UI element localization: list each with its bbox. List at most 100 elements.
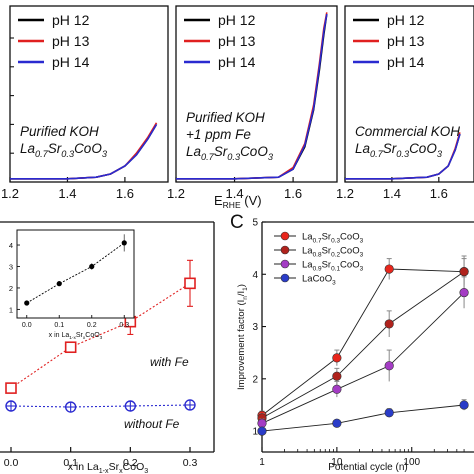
series-label-without-fe: without Fe [124,417,180,431]
series-label-with-fe: with Fe [150,355,189,369]
x-tick-label: 1.4 [226,186,244,201]
y-tick-label: 5 [252,218,258,229]
legend-label: LaCoO3 [302,274,336,287]
series-line [261,292,465,424]
legend-swatch-marker [280,245,290,255]
inset-x-tick-label: 0.3 [119,322,129,329]
series-line [261,404,465,432]
panel-c-letter: C [230,212,244,233]
y-tick-label: 3 [252,322,258,333]
shared-xlabel: ERHE (V) [214,193,262,210]
inset-x-tick-label: 0.1 [54,322,64,329]
legend-label: pH 13 [387,33,425,49]
series-line [10,282,191,389]
inset-data-point [56,281,62,287]
x-axis-label: Potential cycle (n) [328,462,407,473]
panel-annotation: La0.7Sr0.3CoO3 [20,141,108,159]
series-line [10,123,158,180]
chart-layer: 1.2 1.4 1.6 pH 12 pH 13 pH 14 Purified KOH La0.… [0,5,474,474]
data-point [459,287,469,298]
x-tick-label: 100 [403,457,420,468]
legend-label: La0.9Sr0.1CoO3 [302,260,364,273]
inset-y-tick-label: 1 [9,305,13,314]
legend-label: pH 12 [52,12,90,28]
inset-data-point [89,263,95,270]
data-point [257,426,267,436]
x-tick-label: 10 [331,457,343,468]
legend-label: pH 13 [52,33,90,49]
data-point [384,264,394,274]
data-point [332,353,342,363]
data-point [332,371,342,381]
inset-y-tick-label: 4 [9,241,13,250]
inset-data-point [121,240,127,246]
legend-label: pH 14 [52,54,90,70]
inset-y-tick-label: 2 [9,284,13,293]
inset-x-tick-label: 0.0 [22,322,32,329]
legend-label: pH 14 [387,54,425,70]
panel-annotation: Purified KOH [20,124,99,139]
panel-annotation: Commercial KOH [355,124,460,139]
x-tick-label: 1 [259,457,265,468]
legend-swatch-marker [280,273,290,283]
inset-data-point [24,300,30,306]
data-point [184,277,196,290]
data-point [459,400,469,410]
x-axis-label: x in La1-xSrxCoO3 [68,461,149,474]
legend-label: pH 14 [218,54,256,70]
x-tick-label: 1.6 [430,186,448,201]
panel-annotation: Purified KOH [186,110,265,125]
data-point [257,418,267,428]
panel-annotation: +1 ppm Fe [186,127,251,142]
series-line [176,13,328,180]
x-tick-label: 1.4 [58,186,76,201]
top-panel-1: 1.2 1.4 1.6 pH 12 pH 13 pH 14 Purified KOH La0.… [1,5,169,201]
panel-annotation: La0.7Sr0.3CoO3 [355,141,443,159]
legend-label: pH 12 [387,12,425,28]
panel-annotation: La0.7Sr0.3CoO3 [186,144,274,162]
inset-x-tick-label: 0.2 [87,322,97,329]
legend-swatch-marker [280,231,290,241]
inset-frame [16,229,135,319]
data-point [384,361,394,371]
x-tick-label: 0.3 [183,457,198,469]
inset-series-line [26,242,125,304]
data-point [459,267,469,277]
x-tick-label: 0.0 [4,457,19,469]
x-tick-label: 1.6 [284,186,302,201]
data-point [384,319,394,329]
y-axis-label: Improvement factor (In/I1) [236,284,249,390]
x-tick-label: 1.2 [1,186,19,201]
series-line [261,271,465,419]
x-tick-label: 0.2 [123,457,138,469]
y-tick-label: 4 [252,270,258,281]
data-point [332,384,342,394]
plot-frame [9,5,169,183]
data-point [64,341,77,354]
x-tick-label: 1.4 [383,186,401,201]
series-line [10,404,191,408]
series-line [345,133,461,180]
y-tick-label: 2 [252,374,258,385]
inset-y-tick-label: 3 [9,262,13,271]
data-point [5,382,17,394]
data-point [332,418,342,428]
plot-frame [175,5,338,183]
legend-label: pH 13 [218,33,256,49]
inset-plot: 1 2 3 4 0.0 0.1 0.2 0.3 x in La1-xSrxCoO3 [9,229,135,341]
plot-frame [344,5,474,183]
legend-swatch-marker [280,259,290,269]
x-tick-label: 1.2 [336,186,354,201]
x-tick-label: 1.2 [167,186,185,201]
bottom-left-panel: 0.0 0.1 0.2 0.3 x in La1-xSrxCoO3 with Fe with… [0,221,215,474]
series-line [261,268,465,416]
legend-label: pH 12 [218,12,256,28]
x-tick-label: 1.6 [116,186,134,201]
y-tick-label: 1 [252,427,258,438]
top-panel-3: 1.2 1.4 1.6 pH 12 pH 13 pH 14 Commercial KOH La… [336,5,474,201]
top-panel-2: 1.2 1.4 1.6 pH 12 pH 13 pH 14 Purified KOH +1 p… [167,5,338,201]
data-point [384,408,394,418]
legend-label: La0.7Sr0.3CoO3 [302,232,364,245]
inset-x-axis-label: x in La1-xSrxCoO3 [49,332,103,341]
